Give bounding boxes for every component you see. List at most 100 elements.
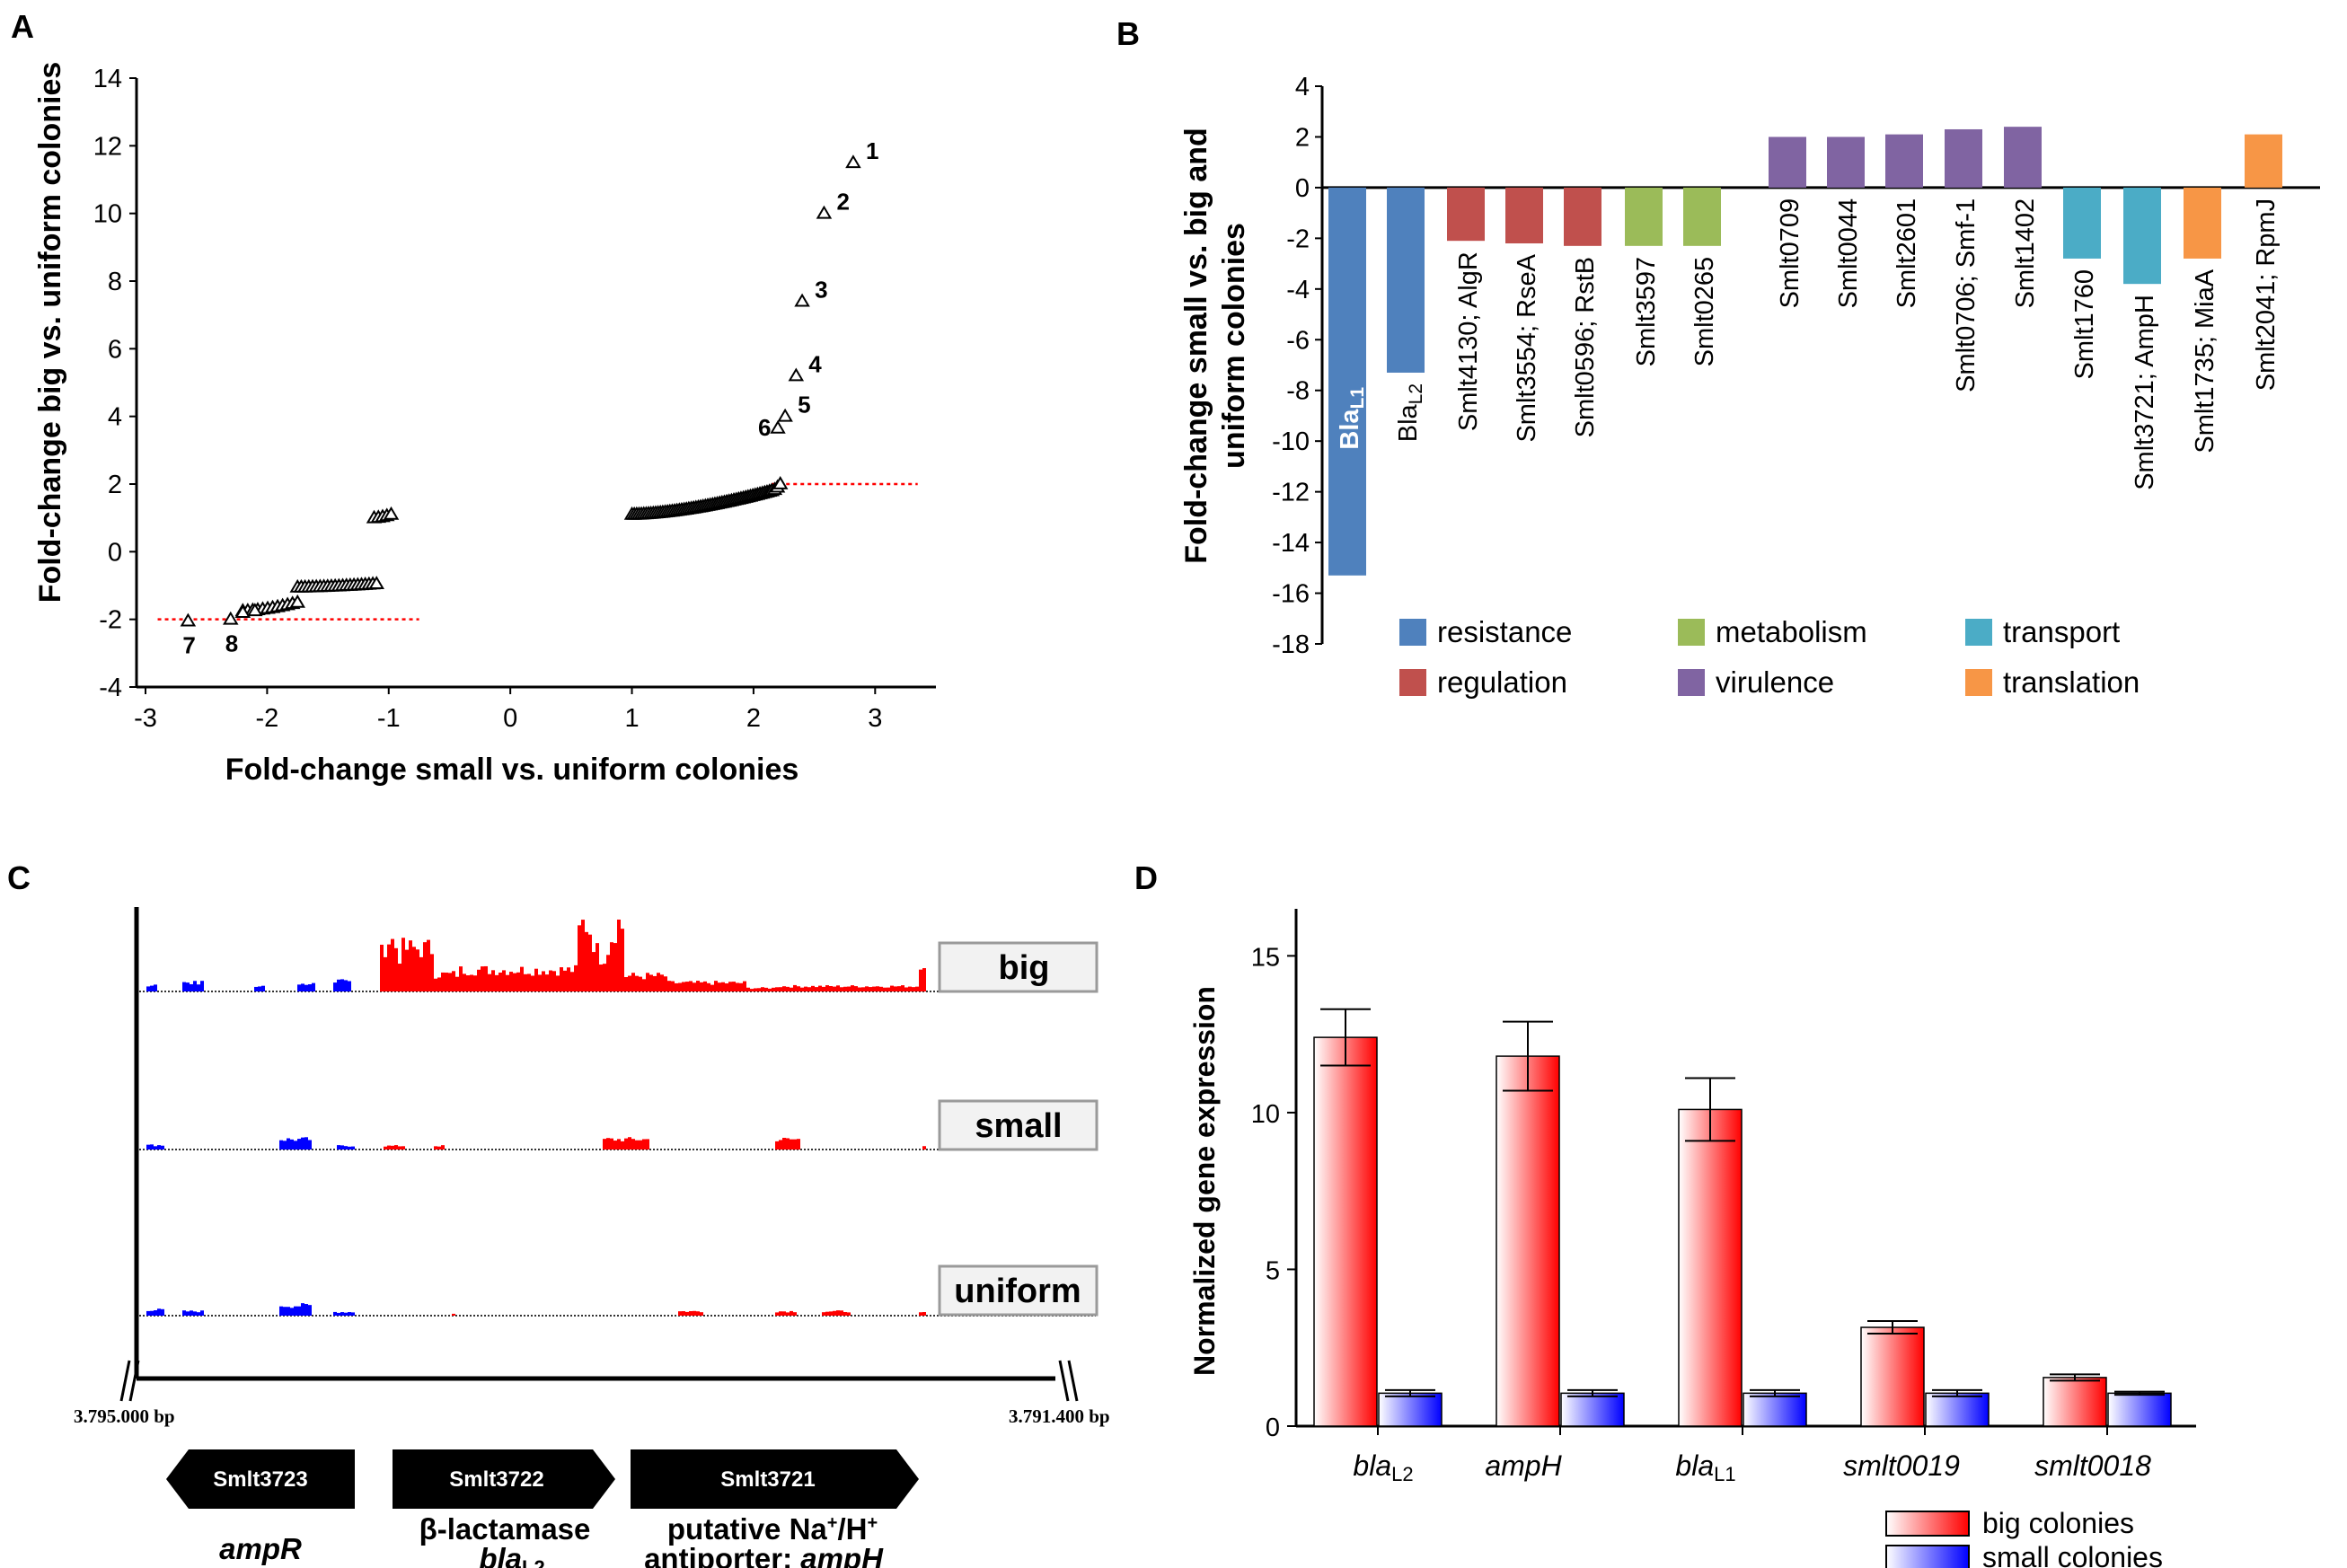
c-coverage-bar bbox=[624, 977, 628, 991]
c-coverage-bar bbox=[843, 986, 847, 991]
panel-c-coverage-tracks: 3.795.000 bp 3.791.400 bp big small unif… bbox=[74, 907, 1110, 1568]
c-coverage-bar bbox=[879, 986, 883, 991]
c-coverage-bar bbox=[419, 956, 423, 991]
d-category-label: ampH bbox=[1485, 1449, 1562, 1482]
d-bar bbox=[1678, 1108, 1743, 1427]
c-coverage-bar bbox=[441, 972, 445, 991]
b-y-tick-label: -6 bbox=[1286, 326, 1310, 355]
c-coverage-bar bbox=[779, 1140, 782, 1150]
b-legend-label: translation bbox=[2003, 665, 2140, 699]
c-coverage-bar bbox=[836, 985, 840, 991]
c-coverage-bar bbox=[182, 982, 186, 991]
c-coverage-bar bbox=[427, 939, 430, 991]
c-coverage-bar bbox=[707, 982, 710, 991]
axis-break-left bbox=[119, 1360, 131, 1402]
c-coverage-bar bbox=[649, 974, 653, 991]
c-coverage-bar bbox=[466, 975, 470, 991]
c-coverage-bar bbox=[297, 984, 301, 991]
c-coverage-bar bbox=[854, 986, 858, 991]
b-bar-label: Smlt1760 bbox=[2070, 269, 2099, 380]
a-point-label: 7 bbox=[182, 632, 195, 659]
c-coverage-bar bbox=[301, 1137, 304, 1150]
c-coverage-bar bbox=[757, 988, 761, 991]
c-coverage-bar bbox=[412, 947, 416, 991]
track-label-uniform: uniform bbox=[954, 1273, 1081, 1310]
gene-desc-antiporter-line1: putative Na+/H+ bbox=[667, 1512, 878, 1546]
b-bar bbox=[1769, 137, 1806, 188]
b-bar-label: Smlt3554; RseA bbox=[1513, 253, 1541, 442]
c-coverage-bar bbox=[455, 976, 459, 991]
a-data-point bbox=[845, 154, 861, 169]
c-coverage-bar bbox=[308, 1305, 312, 1316]
c-coverage-bar bbox=[869, 987, 872, 991]
c-coverage-bar bbox=[689, 981, 693, 991]
b-y-tick-label: -10 bbox=[1272, 427, 1310, 456]
b-legend-swatch bbox=[1399, 619, 1426, 646]
c-coverage-bar bbox=[434, 978, 437, 991]
c-coverage-bar bbox=[477, 969, 481, 991]
c-coverage-bar bbox=[904, 987, 908, 991]
c-coverage-bar bbox=[628, 1137, 631, 1150]
c-coverage-bar bbox=[635, 975, 639, 991]
c-coverage-bar bbox=[786, 1312, 790, 1316]
b-bar-label-sub: L2 bbox=[1406, 383, 1426, 404]
c-coverage-bar bbox=[304, 1304, 308, 1316]
c-coverage-bar bbox=[197, 1312, 200, 1316]
a-point-label: 1 bbox=[866, 137, 878, 164]
c-coverage-bar bbox=[693, 982, 696, 991]
legend-label-small: small colonies bbox=[1982, 1541, 2163, 1568]
c-coverage-bar bbox=[340, 979, 344, 991]
c-coverage-bar bbox=[894, 986, 897, 991]
c-coverage-bar bbox=[804, 986, 807, 991]
c-coverage-bar bbox=[603, 1139, 606, 1150]
c-coverage-bar bbox=[667, 981, 671, 991]
b-bar bbox=[1328, 187, 1366, 576]
gene-desc-na-plus: + bbox=[827, 1513, 838, 1533]
c-coverage-bar bbox=[847, 986, 851, 991]
gene-arrow-smlt3721 bbox=[631, 1449, 919, 1509]
c-coverage-bar bbox=[348, 981, 351, 991]
c-coverage-bar bbox=[793, 1312, 797, 1316]
panel-d-bars bbox=[1313, 1008, 2172, 1435]
c-coverage-bar bbox=[635, 1140, 639, 1150]
c-coverage-bar bbox=[254, 986, 258, 991]
a-y-tick-label: 0 bbox=[108, 538, 122, 567]
c-coverage-bar bbox=[524, 973, 527, 991]
c-coverage-bar bbox=[833, 1310, 836, 1316]
c-coverage-bar bbox=[887, 987, 890, 991]
b-bar-label-main: Bla bbox=[1394, 403, 1423, 442]
c-coverage-bar bbox=[549, 970, 552, 991]
a-point-label: 8 bbox=[225, 630, 238, 657]
c-coverage-bar bbox=[279, 1306, 283, 1316]
b-legend-label: resistance bbox=[1437, 615, 1572, 648]
c-coverage-bar bbox=[552, 971, 556, 991]
b-bar bbox=[1683, 187, 1721, 246]
c-coverage-bar bbox=[606, 1138, 610, 1150]
gene-desc-beta-lactamase: β-lactamase bbox=[419, 1512, 591, 1546]
c-coverage-bar bbox=[337, 1145, 340, 1150]
panel-d-categories: blaL2 ampH blaL1 smlt0019 smlt0018 bbox=[1353, 1449, 2151, 1485]
c-coverage-bar bbox=[459, 966, 463, 991]
c-coverage-bar bbox=[161, 1308, 164, 1316]
c-coverage-bar bbox=[488, 973, 491, 991]
c-coverage-bar bbox=[775, 987, 779, 991]
b-bar-label: Smlt0596; RstB bbox=[1571, 257, 1600, 437]
c-coverage-bar bbox=[631, 973, 635, 991]
c-coverage-bar bbox=[150, 1310, 154, 1316]
c-coverage-bar bbox=[463, 973, 466, 991]
c-coverage-bar bbox=[570, 972, 574, 991]
c-coverage-bar bbox=[516, 972, 520, 991]
a-data-point bbox=[180, 612, 197, 627]
c-coverage-bar bbox=[922, 968, 926, 991]
c-coverage-bar bbox=[851, 985, 854, 991]
end-bp-label: 3.791.400 bp bbox=[1009, 1405, 1110, 1427]
a-y-tick-label: -2 bbox=[99, 606, 122, 635]
c-coverage-bar bbox=[703, 981, 707, 991]
track-label-box-uniform bbox=[938, 1264, 1099, 1317]
d-category-text: ampH bbox=[1485, 1449, 1562, 1482]
c-coverage-bar bbox=[815, 987, 818, 991]
c-coverage-bar bbox=[736, 982, 739, 991]
gene-desc-antiporter: antiporter; bbox=[644, 1542, 800, 1568]
